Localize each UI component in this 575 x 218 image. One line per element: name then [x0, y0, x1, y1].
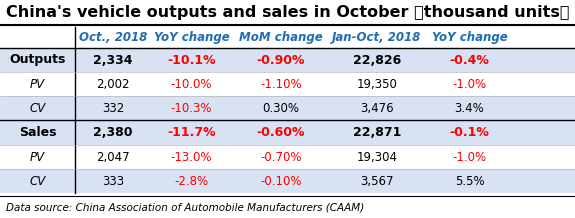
Text: -0.90%: -0.90% [257, 53, 305, 66]
Text: 2,380: 2,380 [93, 126, 133, 139]
Text: Data source: China Association of Automobile Manufacturers (CAAM): Data source: China Association of Automo… [6, 202, 364, 212]
Text: -0.10%: -0.10% [260, 174, 302, 187]
Text: 333: 333 [102, 174, 124, 187]
Text: -11.7%: -11.7% [167, 126, 216, 139]
Text: 2,047: 2,047 [96, 150, 130, 164]
Text: 19,350: 19,350 [356, 78, 397, 90]
Text: 3,476: 3,476 [360, 102, 394, 114]
Text: 22,871: 22,871 [353, 126, 401, 139]
Bar [0, 72, 575, 96]
Text: -1.0%: -1.0% [453, 78, 486, 90]
Text: 3,567: 3,567 [361, 174, 394, 187]
Bar [0, 48, 575, 72]
Text: 3.4%: 3.4% [455, 102, 484, 114]
Text: -0.70%: -0.70% [260, 150, 302, 164]
Text: -1.0%: -1.0% [453, 150, 486, 164]
Text: -10.3%: -10.3% [171, 102, 212, 114]
Text: -1.10%: -1.10% [260, 78, 302, 90]
Text: -0.4%: -0.4% [450, 53, 489, 66]
Text: -0.1%: -0.1% [450, 126, 489, 139]
Text: Jan-Oct, 2018: Jan-Oct, 2018 [332, 31, 421, 44]
Bar [0, 0, 575, 25]
Text: 22,826: 22,826 [353, 53, 401, 66]
Text: Sales: Sales [19, 126, 56, 139]
Text: CV: CV [29, 174, 45, 187]
Bar [0, 145, 575, 169]
Text: Oct., 2018: Oct., 2018 [79, 31, 147, 44]
Text: MoM change: MoM change [239, 31, 323, 44]
Text: 0.30%: 0.30% [263, 102, 300, 114]
Bar [0, 120, 575, 145]
Text: YoY change: YoY change [154, 31, 229, 44]
Text: 2,002: 2,002 [96, 78, 130, 90]
Text: 19,304: 19,304 [356, 150, 397, 164]
Text: Outputs: Outputs [9, 53, 66, 66]
Text: PV: PV [30, 150, 45, 164]
Text: 332: 332 [102, 102, 124, 114]
Text: -2.8%: -2.8% [174, 174, 209, 187]
Text: CV: CV [29, 102, 45, 114]
Text: 2,334: 2,334 [93, 53, 133, 66]
Bar [0, 96, 575, 120]
Text: YoY change: YoY change [432, 31, 507, 44]
Text: China's vehicle outputs and sales in October （thousand units）: China's vehicle outputs and sales in Oct… [6, 5, 569, 20]
Bar [0, 169, 575, 193]
Text: -10.1%: -10.1% [167, 53, 216, 66]
Bar [0, 27, 575, 48]
Text: PV: PV [30, 78, 45, 90]
Text: -0.60%: -0.60% [257, 126, 305, 139]
Text: -13.0%: -13.0% [171, 150, 212, 164]
Text: -10.0%: -10.0% [171, 78, 212, 90]
Text: 5.5%: 5.5% [455, 174, 484, 187]
